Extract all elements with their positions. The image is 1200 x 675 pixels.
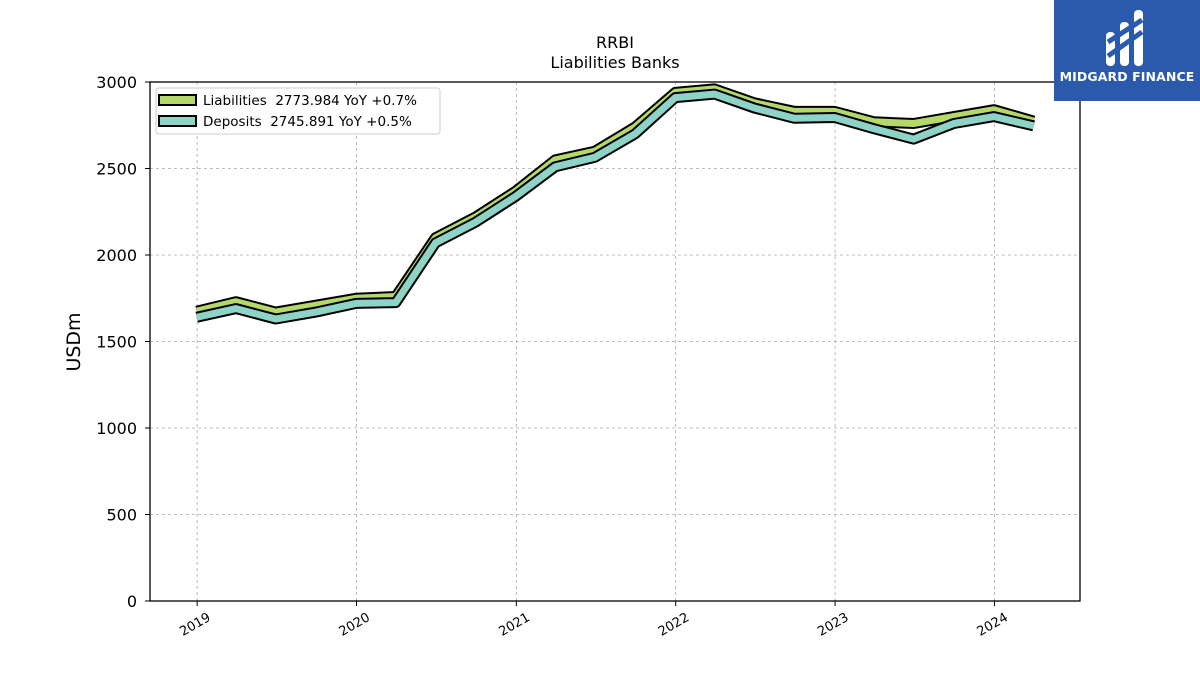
- legend-box: [155, 87, 441, 135]
- y-tick-label: 500: [106, 506, 137, 525]
- y-tick-label: 0: [127, 592, 137, 611]
- midgard-logo-icon: [1106, 10, 1144, 66]
- series-line: [195, 90, 1035, 323]
- y-tick-label: 2500: [96, 160, 137, 179]
- legend-swatch: [158, 115, 197, 127]
- legend: Liabilities 2773.984 YoY +0.7% Deposits 2…: [155, 87, 441, 135]
- y-axis-label: USDm: [63, 312, 85, 371]
- chart-title: RRBI: [596, 33, 634, 52]
- x-tick-label: 2020: [337, 610, 373, 640]
- series-deposits: [195, 88, 1035, 325]
- legend-label: Deposits 2745.891 YoY +0.5%: [203, 114, 412, 130]
- x-tick-label: 2022: [656, 610, 692, 640]
- y-tick-label: 3000: [96, 73, 137, 92]
- x-tick-label: 2019: [177, 610, 213, 640]
- series-layer: [195, 83, 1036, 325]
- series-liabilities: [195, 83, 1036, 318]
- legend-swatch: [158, 94, 197, 106]
- y-tick-label: 1500: [96, 333, 137, 352]
- x-tick-label: 2024: [975, 610, 1011, 640]
- x-tick-label: 2021: [496, 610, 532, 640]
- chart-subtitle: Liabilities Banks: [550, 53, 679, 72]
- legend-label: Liabilities 2773.984 YoY +0.7%: [203, 93, 417, 109]
- y-tick-label: 1000: [96, 419, 137, 438]
- x-tick-label: 2023: [815, 610, 851, 640]
- brand-logo: MIDGARD FINANCE: [1054, 0, 1200, 101]
- y-tick-label: 2000: [96, 246, 137, 265]
- brand-name: MIDGARD FINANCE: [1059, 69, 1195, 84]
- grid-layer: [150, 82, 1080, 601]
- series-line: [195, 85, 1035, 316]
